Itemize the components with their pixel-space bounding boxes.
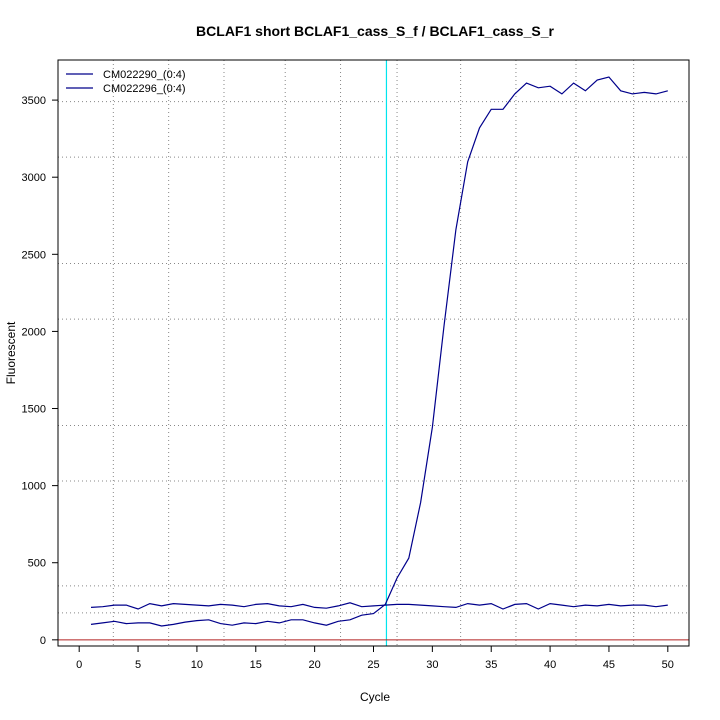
series-line-2	[90, 602, 668, 610]
x-tick-label: 25	[367, 659, 379, 671]
y-tick-label: 500	[28, 558, 46, 570]
x-tick-label: 40	[544, 659, 556, 671]
x-tick-label: 15	[250, 659, 262, 671]
legend: CM022290_(0:4) CM022296_(0:4)	[66, 69, 186, 95]
legend-label-1: CM022290_(0:4)	[103, 69, 186, 81]
y-tick-label: 0	[40, 635, 46, 647]
legend-label-2: CM022296_(0:4)	[103, 83, 186, 95]
plot-frame	[57, 59, 690, 647]
chart-title: BCLAF1 short BCLAF1_cass_S_f / BCLAF1_ca…	[196, 23, 554, 39]
y-axis-label: Fluorescent	[4, 321, 18, 384]
y-tick-label: 1000	[22, 481, 46, 493]
x-tick-label: 20	[309, 659, 321, 671]
y-tick-label: 3000	[22, 172, 46, 184]
series-lines	[90, 76, 668, 627]
x-tick-label: 35	[485, 659, 497, 671]
y-axis: 0 500 1000 1500 2000 2500 3000 3500	[22, 95, 59, 647]
x-tick-label: 5	[135, 659, 141, 671]
x-tick-label: 10	[191, 659, 203, 671]
x-axis-label: Cycle	[360, 690, 390, 704]
grid	[58, 60, 689, 646]
series-line-1	[90, 76, 668, 627]
x-axis: 0 5 10 15 20 25 30 35 40 45 50	[76, 645, 674, 671]
y-tick-label: 3500	[22, 95, 46, 107]
y-tick-label: 2500	[22, 249, 46, 261]
y-tick-label: 2000	[22, 326, 46, 338]
x-tick-label: 0	[76, 659, 82, 671]
x-tick-label: 45	[603, 659, 615, 671]
x-tick-label: 50	[662, 659, 674, 671]
y-tick-label: 1500	[22, 404, 46, 416]
x-tick-label: 30	[426, 659, 438, 671]
